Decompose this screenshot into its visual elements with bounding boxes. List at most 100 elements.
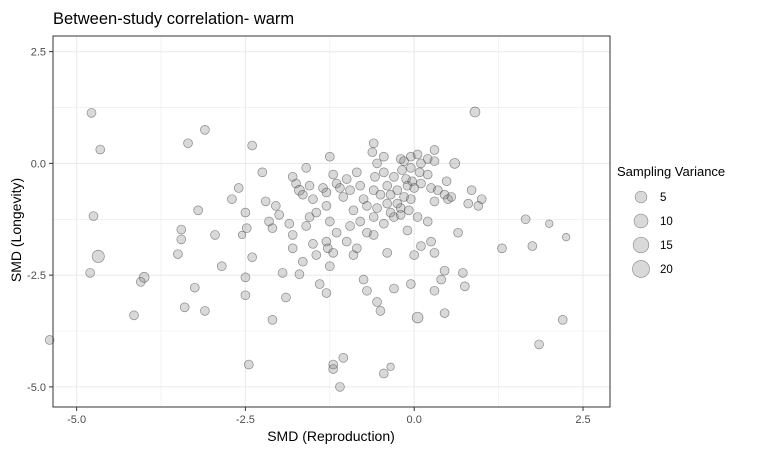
data-point bbox=[429, 247, 440, 258]
data-point bbox=[402, 225, 413, 236]
data-point bbox=[441, 176, 452, 187]
data-point bbox=[557, 315, 568, 325]
data-point bbox=[260, 196, 271, 207]
data-point bbox=[227, 194, 237, 204]
data-point bbox=[527, 241, 538, 251]
data-point bbox=[389, 171, 399, 182]
data-point bbox=[183, 138, 193, 149]
axis-ticks: -5.0 -2.5 0.0 2.5 -5.0 -2.5 0.0 2.5 bbox=[27, 47, 591, 426]
data-point bbox=[173, 249, 183, 259]
data-point bbox=[412, 212, 423, 222]
data-point bbox=[95, 144, 106, 155]
chart-title: Between-study correlation- warm bbox=[53, 10, 294, 28]
x-tick-label: -5.0 bbox=[67, 414, 86, 426]
data-point bbox=[433, 185, 443, 196]
data-point bbox=[129, 310, 139, 321]
data-point bbox=[429, 285, 440, 296]
data-point bbox=[379, 218, 389, 229]
data-point bbox=[324, 151, 335, 162]
data-point bbox=[416, 178, 426, 189]
data-point bbox=[311, 207, 322, 218]
data-point bbox=[241, 223, 252, 234]
grid bbox=[53, 36, 610, 407]
data-point bbox=[463, 198, 474, 209]
data-point bbox=[301, 221, 311, 231]
data-point bbox=[368, 185, 379, 196]
data-point bbox=[257, 167, 268, 178]
data-point bbox=[406, 163, 416, 173]
legend-key bbox=[633, 213, 649, 229]
data-point bbox=[412, 149, 423, 160]
data-point bbox=[237, 230, 247, 240]
x-tick-label: 0.0 bbox=[407, 414, 422, 426]
data-point bbox=[446, 192, 457, 202]
legend-label: 5 bbox=[660, 192, 666, 204]
data-point bbox=[176, 234, 187, 245]
data-point bbox=[284, 218, 295, 229]
data-point bbox=[287, 243, 298, 254]
data-point bbox=[453, 227, 463, 238]
y-tick-label: -2.5 bbox=[27, 270, 46, 282]
data-point bbox=[382, 247, 393, 258]
data-point bbox=[44, 335, 55, 345]
data-point bbox=[416, 241, 426, 251]
data-point bbox=[247, 140, 257, 151]
data-point bbox=[321, 201, 332, 211]
data-point bbox=[189, 282, 200, 293]
data-point bbox=[545, 219, 554, 228]
data-point bbox=[348, 205, 359, 216]
data-point bbox=[375, 189, 386, 200]
data-point bbox=[240, 207, 251, 218]
data-point bbox=[409, 183, 420, 193]
data-point bbox=[247, 252, 257, 263]
data-point bbox=[449, 158, 461, 169]
data-points bbox=[44, 106, 571, 392]
data-point bbox=[200, 306, 210, 316]
data-point bbox=[345, 185, 355, 196]
legend: Sampling Variance 5 10 15 20 bbox=[617, 164, 725, 278]
data-point bbox=[86, 108, 97, 118]
data-point bbox=[411, 311, 424, 324]
y-tick-label: 0.0 bbox=[31, 158, 46, 170]
data-point bbox=[372, 158, 382, 169]
data-point bbox=[460, 281, 470, 292]
y-axis-title: SMD (Longevity) bbox=[8, 178, 24, 282]
data-point bbox=[409, 250, 420, 260]
data-point bbox=[341, 174, 352, 184]
legend-label: 10 bbox=[660, 216, 673, 228]
data-point bbox=[91, 249, 105, 263]
data-point bbox=[355, 180, 366, 191]
data-point bbox=[304, 212, 315, 222]
data-point bbox=[399, 156, 409, 166]
data-point bbox=[392, 185, 403, 196]
data-point bbox=[274, 209, 284, 220]
data-point bbox=[335, 382, 345, 392]
data-point bbox=[439, 265, 450, 276]
panel-border bbox=[52, 35, 611, 408]
data-point bbox=[233, 183, 244, 193]
data-point bbox=[368, 230, 379, 240]
data-point bbox=[389, 283, 399, 294]
data-point bbox=[135, 277, 146, 287]
legend-key bbox=[632, 260, 650, 278]
data-point bbox=[328, 247, 339, 258]
data-point bbox=[267, 315, 278, 325]
data-point bbox=[311, 250, 322, 260]
data-point bbox=[367, 147, 378, 158]
data-point bbox=[297, 256, 308, 267]
data-point bbox=[406, 194, 416, 204]
data-point bbox=[308, 239, 318, 249]
data-point bbox=[338, 192, 349, 202]
legend-label: 20 bbox=[660, 264, 673, 276]
data-point bbox=[331, 227, 342, 238]
data-point bbox=[335, 183, 345, 193]
data-point bbox=[429, 196, 440, 207]
data-point bbox=[176, 224, 187, 235]
data-point bbox=[287, 230, 298, 240]
data-point bbox=[379, 151, 389, 162]
data-point bbox=[403, 205, 414, 216]
data-point bbox=[561, 232, 571, 242]
data-point bbox=[379, 167, 389, 178]
legend-title: Sampling Variance bbox=[617, 164, 725, 179]
data-point bbox=[328, 169, 339, 180]
